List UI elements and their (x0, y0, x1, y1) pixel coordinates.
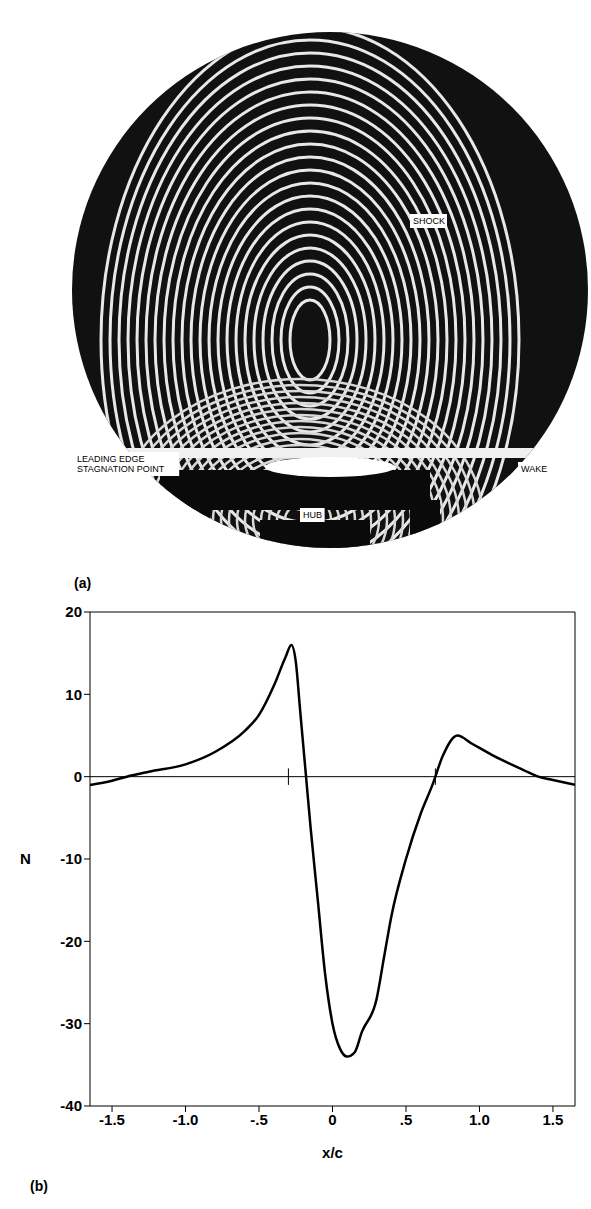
svg-text:WAKE: WAKE (521, 464, 547, 474)
svg-text:1.5: 1.5 (543, 1111, 564, 1128)
svg-text:20: 20 (65, 603, 82, 620)
svg-text:N: N (20, 850, 31, 867)
svg-text:-1.0: -1.0 (173, 1111, 199, 1128)
svg-text:-1.5: -1.5 (99, 1111, 125, 1128)
svg-text:1.0: 1.0 (469, 1111, 490, 1128)
svg-text:x/c: x/c (322, 1144, 343, 1161)
svg-text:(a): (a) (74, 575, 91, 591)
svg-text:HUB: HUB (303, 510, 322, 520)
svg-text:LEADING EDGE: LEADING EDGE (77, 454, 145, 464)
svg-text:-20: -20 (60, 933, 82, 950)
svg-text:-40: -40 (60, 1097, 82, 1114)
svg-text:-10: -10 (60, 850, 82, 867)
svg-text:.5: .5 (400, 1111, 413, 1128)
svg-text:-30: -30 (60, 1015, 82, 1032)
svg-text:0: 0 (328, 1111, 336, 1128)
svg-text:0: 0 (74, 768, 82, 785)
html-text:(b): (b) (30, 1178, 48, 1194)
svg-text:-.5: -.5 (250, 1111, 268, 1128)
svg-text:STAGNATION POINT: STAGNATION POINT (77, 464, 165, 474)
svg-text:10: 10 (65, 686, 82, 703)
svg-text:SHOCK: SHOCK (413, 216, 445, 226)
